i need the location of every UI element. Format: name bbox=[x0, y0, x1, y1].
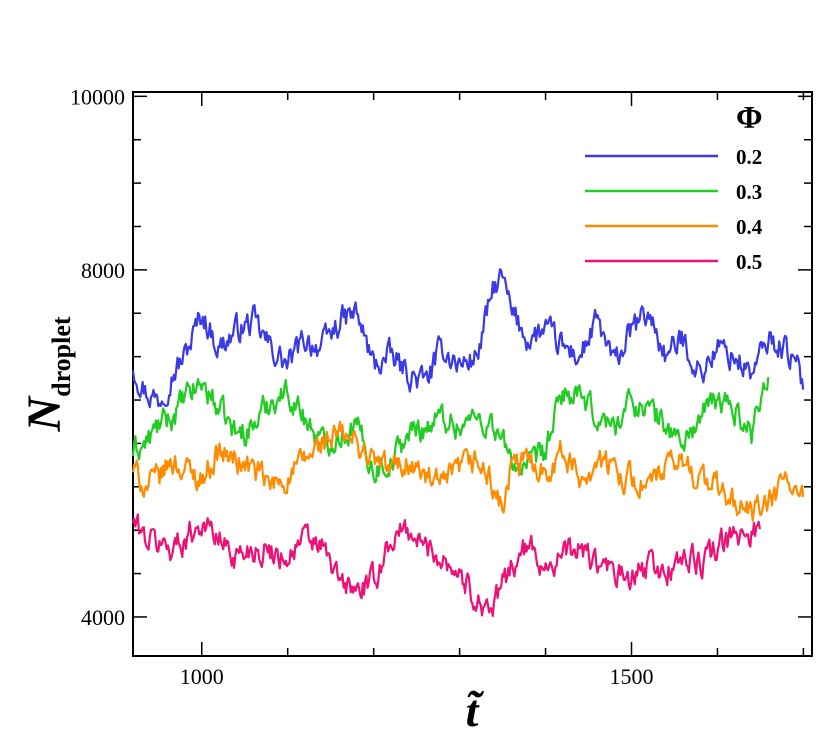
series-line-0.3 bbox=[131, 377, 770, 484]
series-lines bbox=[131, 268, 805, 618]
y-axis-title: Ndroplet bbox=[18, 316, 76, 432]
series-line-0.4 bbox=[131, 420, 805, 522]
y-tick-label: 4000 bbox=[81, 605, 125, 630]
series-line-0.5 bbox=[131, 513, 761, 618]
svg-text:Ndroplet: Ndroplet bbox=[18, 316, 76, 432]
y-axis-title-main: N bbox=[18, 395, 71, 433]
y-axis-title-subscript: droplet bbox=[47, 316, 76, 397]
series-line-0.2 bbox=[131, 268, 805, 409]
y-tick-label: 8000 bbox=[81, 258, 125, 283]
axis-tick-labels: 1000 1500 4000 8000 10000 bbox=[70, 84, 654, 689]
legend: Φ 0.2 0.3 0.4 0.5 bbox=[585, 99, 763, 274]
y-tick-label: 10000 bbox=[70, 84, 125, 109]
x-axis-title: t̃ bbox=[466, 685, 485, 736]
x-tick-label: 1000 bbox=[180, 664, 224, 689]
x-tick-label: 1500 bbox=[610, 664, 654, 689]
legend-label-0.5: 0.5 bbox=[736, 250, 762, 274]
legend-title: Φ bbox=[736, 99, 763, 135]
axis-ticks bbox=[133, 92, 812, 656]
legend-label-0.3: 0.3 bbox=[736, 180, 762, 204]
legend-label-0.2: 0.2 bbox=[736, 145, 762, 169]
legend-label-0.4: 0.4 bbox=[736, 215, 763, 239]
plot-frame bbox=[132, 91, 813, 657]
